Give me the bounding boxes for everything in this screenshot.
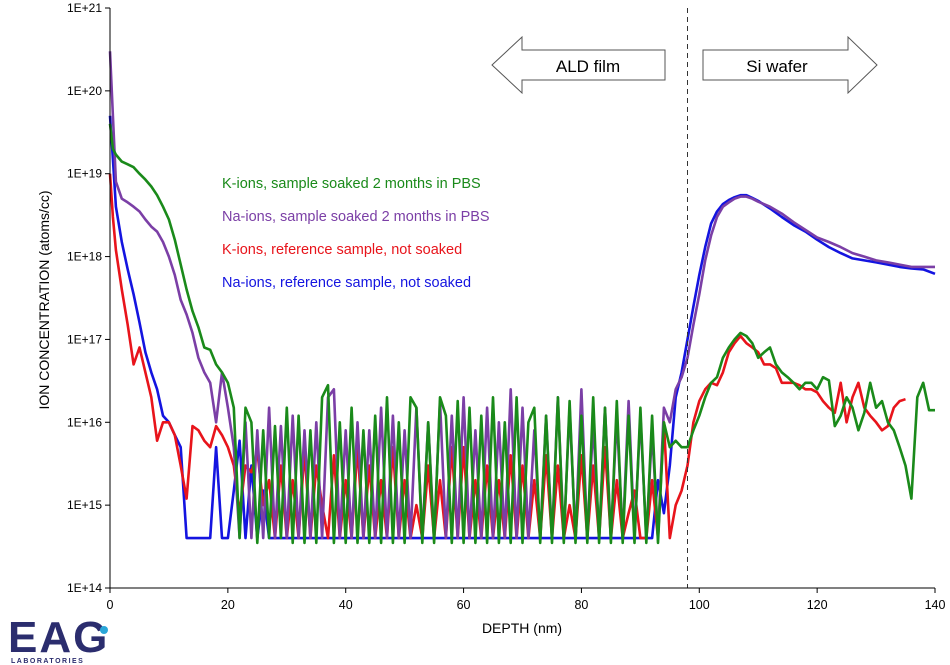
x-tick-label: 60: [457, 598, 471, 612]
series-line-1: [108, 51, 935, 540]
x-axis-title: DEPTH (nm): [482, 620, 562, 636]
x-tick-label: 20: [221, 598, 235, 612]
legend-k-soaked: K-ions, sample soaked 2 months in PBS: [222, 176, 481, 192]
eag-logo-subtext: LABORATORIES: [11, 658, 84, 665]
legend-na-reference: Na-ions, reference sample, not soaked: [222, 275, 471, 291]
x-tick-label: 100: [689, 598, 710, 612]
axes-layer: 1E+14 1E+15 1E+16 1E+17 1E+18 1E+19 1E+20 1E+21…: [67, 1, 946, 612]
y-tick-label: 1E+15: [67, 498, 102, 512]
eag-logo-mark: [100, 626, 108, 634]
si-wafer-arrow: Si wafer: [702, 35, 878, 95]
eag-logo-text: EAG: [8, 613, 109, 662]
x-tick-label: 120: [807, 598, 828, 612]
eag-logo: EAG LABORATORIES: [8, 613, 109, 665]
y-tick-label: 1E+21: [67, 1, 102, 15]
ald-film-label: ALD film: [556, 57, 620, 76]
series-line-0: [108, 123, 935, 545]
legend-na-soaked: Na-ions, sample soaked 2 months in PBS: [222, 209, 490, 225]
si-wafer-label: Si wafer: [746, 57, 808, 76]
y-tick-label: 1E+16: [67, 415, 102, 429]
series-layer: [108, 51, 936, 545]
x-tick-label: 140: [925, 598, 946, 612]
y-tick-label: 1E+17: [67, 332, 102, 346]
y-axis-title: ION CONCENTRATION (atoms/cc): [36, 190, 52, 409]
y-tick-label: 1E+19: [67, 167, 102, 181]
legend-k-reference: K-ions, reference sample, not soaked: [222, 242, 462, 258]
y-tick-label: 1E+20: [67, 84, 102, 98]
ald-film-arrow: ALD film: [491, 35, 666, 95]
y-tick-label: 1E+18: [67, 250, 102, 264]
x-tick-label: 0: [107, 598, 114, 612]
y-tick-label: 1E+14: [67, 581, 102, 595]
x-tick-label: 80: [574, 598, 588, 612]
x-tick-label: 40: [339, 598, 353, 612]
